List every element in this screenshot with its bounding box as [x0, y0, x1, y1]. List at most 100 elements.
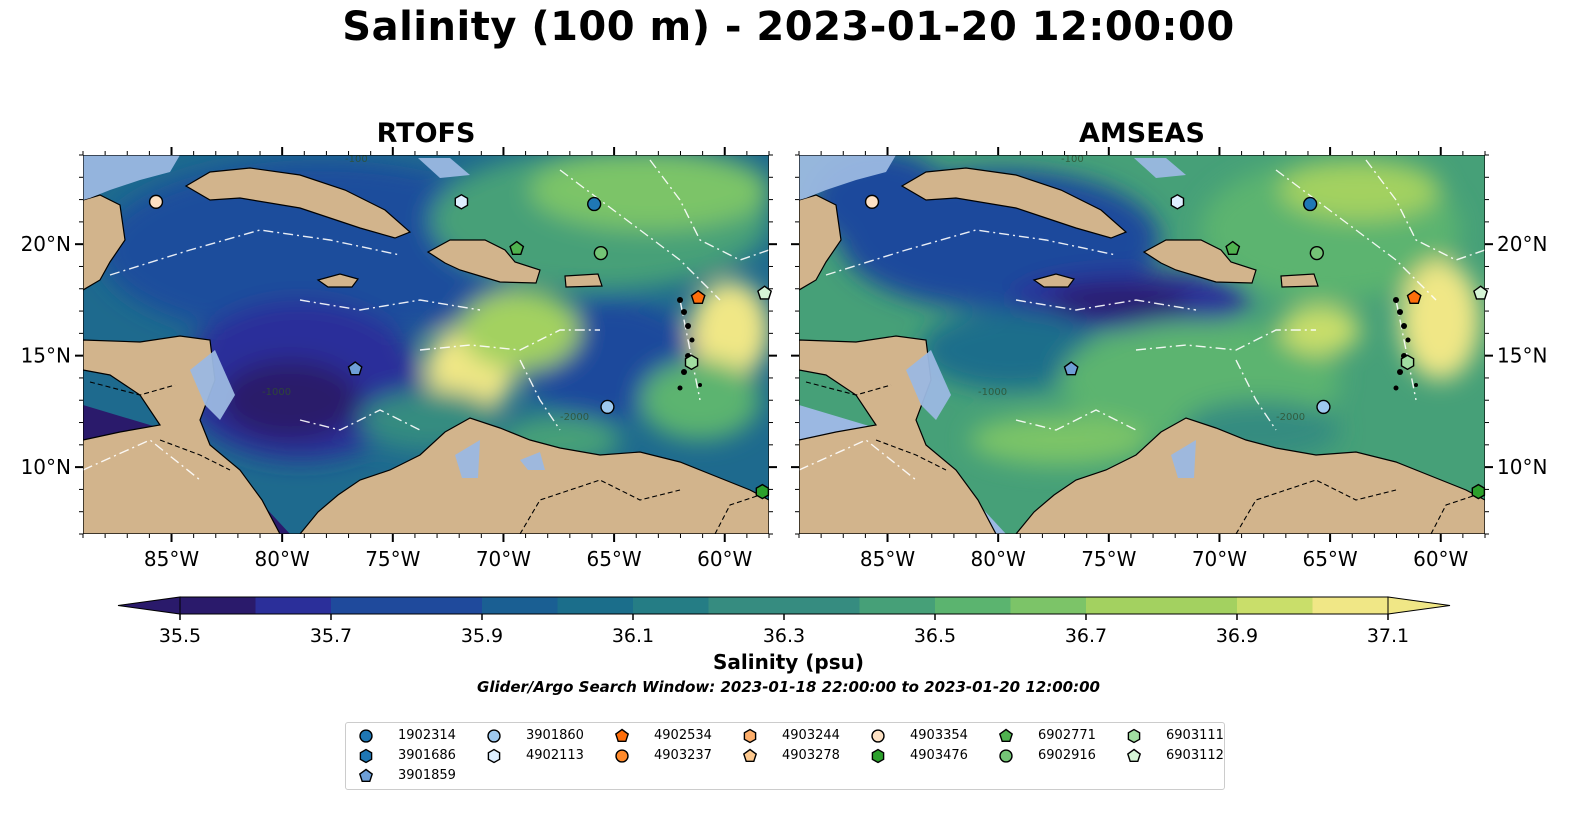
hexagon-marker-icon — [743, 728, 757, 744]
shelf-amseas — [799, 155, 1196, 478]
legend-marker — [1126, 748, 1142, 763]
colorbar-tick-label: 36.1 — [612, 625, 654, 647]
float-marker — [593, 245, 608, 261]
float-marker — [684, 354, 699, 371]
panel-title-amseas: AMSEAS — [1079, 118, 1205, 149]
float-marker — [1063, 361, 1079, 376]
colorbar-tick-label: 35.9 — [461, 625, 503, 647]
colorbar-segment — [180, 597, 256, 614]
pentagon-marker-icon — [614, 728, 630, 743]
legend-label: 6903112 — [1166, 748, 1224, 763]
colorbar-tick-label: 36.9 — [1216, 625, 1258, 647]
legend-label: 1902314 — [398, 728, 456, 743]
bathy-label: -100 — [345, 154, 368, 165]
map-panel-amseas: -100 -1000 -2000 — [799, 154, 1485, 534]
country-borders-amseas — [805, 381, 1477, 534]
legend-label: 4902534 — [654, 728, 712, 743]
hexagon-marker-icon — [871, 748, 885, 764]
float-marker — [1170, 193, 1185, 210]
circle-marker-icon — [487, 729, 501, 743]
lat-tick-label: 20°N — [1497, 232, 1547, 256]
lesser-antilles-rtofs — [677, 297, 702, 391]
hexagon-marker-icon — [487, 748, 501, 764]
float-marker — [509, 240, 525, 256]
eez-boundaries-rtofs — [83, 159, 769, 481]
legend-marker — [359, 748, 373, 764]
legend-label: 4903354 — [910, 728, 968, 743]
float-marker — [1471, 483, 1486, 500]
colorbar-segment — [935, 597, 1011, 614]
colorbar-segment — [708, 597, 785, 614]
legend-marker — [359, 729, 373, 743]
colorbar-segment — [255, 597, 332, 614]
float-marker — [600, 399, 615, 415]
bathy-label: -1000 — [978, 387, 1007, 398]
float-marker — [1400, 354, 1415, 371]
lat-tick-label: 10°N — [1497, 455, 1547, 479]
float-marker — [755, 483, 770, 500]
float-marker — [148, 194, 164, 209]
lon-tick-label: 65°W — [586, 547, 641, 571]
colorbar-extend-max — [1387, 596, 1451, 615]
bathy-label: -2000 — [1276, 412, 1305, 423]
lat-tick-label: 20°N — [21, 232, 71, 256]
legend-marker — [742, 748, 758, 763]
lat-tick-label: 15°N — [21, 344, 71, 368]
colorbar-segment — [331, 597, 407, 614]
hexagon-marker-icon — [359, 748, 373, 764]
circle-marker-icon — [615, 749, 629, 763]
legend-marker — [487, 748, 501, 764]
legend-marker — [358, 768, 374, 783]
legend-marker — [871, 729, 885, 743]
hexagon-marker-icon — [1127, 728, 1141, 744]
eez-boundaries-amseas — [799, 159, 1485, 481]
pentagon-marker-icon — [1126, 748, 1142, 763]
colorbar-tick-label: 35.5 — [159, 625, 201, 647]
panel-title-rtofs: RTOFS — [376, 118, 476, 149]
colorbar-segment — [633, 597, 709, 614]
search-window-text: Glider/Argo Search Window: 2023-01-18 22… — [477, 678, 1100, 696]
lon-tick-label: 65°W — [1302, 547, 1357, 571]
colorbar-tick-label: 35.7 — [310, 625, 352, 647]
legend-label: 4903244 — [782, 728, 840, 743]
float-marker — [347, 361, 363, 376]
float-marker — [1473, 285, 1489, 300]
legend-marker — [1127, 728, 1141, 744]
legend-label: 4902113 — [526, 748, 584, 763]
colorbar-segment — [406, 597, 483, 614]
float-marker — [690, 289, 706, 304]
legend-marker — [614, 728, 630, 743]
observation-markers — [148, 193, 1489, 500]
bathy-label: -100 — [1061, 154, 1084, 165]
colorbar-segment — [1237, 597, 1313, 614]
bathy-label: -2000 — [560, 412, 589, 423]
colorbar-tick-label: 37.1 — [1367, 625, 1409, 647]
bathy-labels-rtofs: -100 -1000 -2000 — [262, 154, 589, 423]
legend-label: 6902916 — [1038, 748, 1096, 763]
lon-tick-label: 85°W — [144, 547, 199, 571]
lon-tick-label: 60°W — [697, 547, 752, 571]
country-borders-rtofs — [89, 381, 761, 534]
legend-label: 3901859 — [398, 768, 456, 783]
circle-marker-icon — [359, 729, 373, 743]
colorbar-segment — [1312, 597, 1389, 614]
legend-label: 4903476 — [910, 748, 968, 763]
legend: 1902314 3901686 3901859 3901860 4902113 49025… — [345, 722, 1225, 790]
float-marker — [1309, 245, 1324, 261]
float-marker — [454, 193, 469, 210]
colorbar-segment — [859, 597, 936, 614]
lon-tick-label: 80°W — [255, 547, 310, 571]
lon-tick-label: 80°W — [971, 547, 1026, 571]
figure-title: Salinity (100 m) - 2023-01-20 12:00:00 — [342, 4, 1235, 50]
map-panel-rtofs: -100 -1000 -2000 — [83, 154, 769, 534]
lon-tick-label: 85°W — [860, 547, 915, 571]
legend-label: 3901860 — [526, 728, 584, 743]
lon-tick-label: 70°W — [476, 547, 531, 571]
lon-tick-label: 75°W — [1081, 547, 1136, 571]
float-marker — [1225, 240, 1241, 256]
legend-marker — [615, 749, 629, 763]
colorbar-segment — [1010, 597, 1087, 614]
legend-marker — [487, 729, 501, 743]
pentagon-marker-icon — [998, 728, 1014, 743]
